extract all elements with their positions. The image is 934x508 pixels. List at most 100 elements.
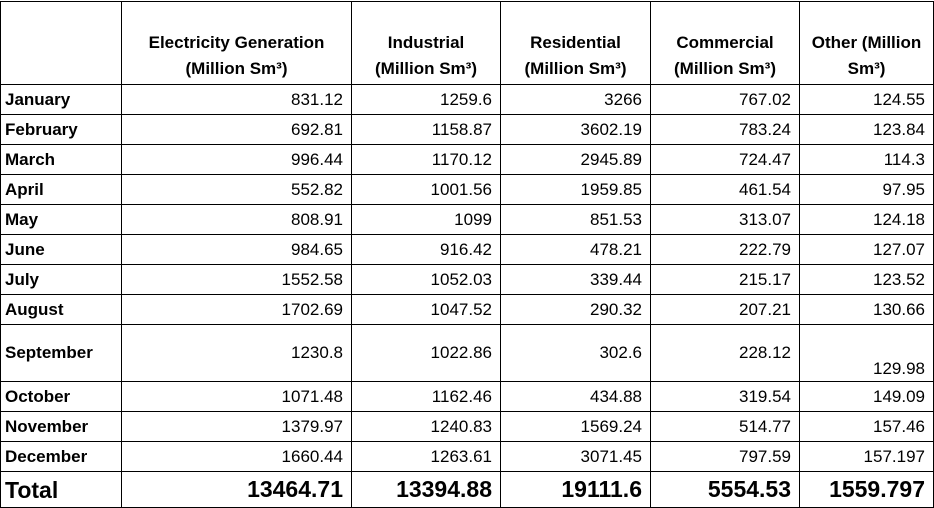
value-cell: 1162.46: [351, 381, 501, 412]
row-label: December: [0, 441, 122, 472]
value-cell: 3266: [500, 84, 651, 115]
value-cell: 724.47: [650, 144, 800, 175]
total-row: Total 13464.71 13394.88 19111.6 5554.53 1559.…: [0, 471, 934, 508]
value-cell: 851.53: [500, 204, 651, 235]
table-row: July 1552.58 1052.03 339.44 215.17 123.52: [0, 264, 934, 295]
column-header: Industrial (Million Sm³): [351, 1, 501, 85]
value-cell: 808.91: [121, 204, 352, 235]
value-cell: 1071.48: [121, 381, 352, 412]
value-cell: 1240.83: [351, 411, 501, 442]
row-label: February: [0, 114, 122, 145]
table-body: January 831.12 1259.6 3266 767.02 124.55 Febru…: [0, 84, 934, 508]
value-cell: 1158.87: [351, 114, 501, 145]
value-cell: 130.66: [799, 294, 934, 325]
table-row: September 1230.8 1022.86 302.6 228.12 129.98: [0, 324, 934, 382]
total-cell: 13394.88: [351, 471, 501, 508]
row-label: October: [0, 381, 122, 412]
value-cell: 339.44: [500, 264, 651, 295]
value-cell: 1702.69: [121, 294, 352, 325]
table-row: August 1702.69 1047.52 290.32 207.21 130.66: [0, 294, 934, 325]
value-cell: 302.6: [500, 324, 651, 382]
column-header: Electricity Generation (Million Sm³): [121, 1, 352, 85]
total-label: Total: [0, 471, 122, 508]
value-cell: 1230.8: [121, 324, 352, 382]
value-cell: 1001.56: [351, 174, 501, 205]
value-cell: 114.3: [799, 144, 934, 175]
row-label: July: [0, 264, 122, 295]
table-row: February 692.81 1158.87 3602.19 783.24 123.84: [0, 114, 934, 145]
table-row: December 1660.44 1263.61 3071.45 797.59 157.1…: [0, 441, 934, 472]
value-cell: 1379.97: [121, 411, 352, 442]
value-cell: 2945.89: [500, 144, 651, 175]
table-row: May 808.91 1099 851.53 313.07 124.18: [0, 204, 934, 235]
value-cell: 1259.6: [351, 84, 501, 115]
value-cell: 123.84: [799, 114, 934, 145]
table-row: March 996.44 1170.12 2945.89 724.47 114.3: [0, 144, 934, 175]
value-cell: 996.44: [121, 144, 352, 175]
value-cell: 3071.45: [500, 441, 651, 472]
row-label: April: [0, 174, 122, 205]
value-cell: 157.197: [799, 441, 934, 472]
row-label: January: [0, 84, 122, 115]
value-cell: 123.52: [799, 264, 934, 295]
value-cell: 797.59: [650, 441, 800, 472]
value-cell: 129.98: [799, 324, 934, 382]
value-cell: 1170.12: [351, 144, 501, 175]
value-cell: 1552.58: [121, 264, 352, 295]
column-header: Other (Million Sm³): [799, 1, 934, 85]
value-cell: 552.82: [121, 174, 352, 205]
table-row: June 984.65 916.42 478.21 222.79 127.07: [0, 234, 934, 265]
column-header: Commercial (Million Sm³): [650, 1, 800, 85]
value-cell: 692.81: [121, 114, 352, 145]
corner-cell: [0, 1, 122, 85]
row-label: May: [0, 204, 122, 235]
value-cell: 290.32: [500, 294, 651, 325]
value-cell: 207.21: [650, 294, 800, 325]
row-label: August: [0, 294, 122, 325]
table-row: April 552.82 1001.56 1959.85 461.54 97.95: [0, 174, 934, 205]
value-cell: 767.02: [650, 84, 800, 115]
value-cell: 783.24: [650, 114, 800, 145]
value-cell: 1263.61: [351, 441, 501, 472]
row-label: November: [0, 411, 122, 442]
value-cell: 1569.24: [500, 411, 651, 442]
value-cell: 434.88: [500, 381, 651, 412]
value-cell: 124.18: [799, 204, 934, 235]
total-cell: 1559.797: [799, 471, 934, 508]
value-cell: 127.07: [799, 234, 934, 265]
total-cell: 5554.53: [650, 471, 800, 508]
total-cell: 13464.71: [121, 471, 352, 508]
table-row: November 1379.97 1240.83 1569.24 514.77 157.4…: [0, 411, 934, 442]
table-row: January 831.12 1259.6 3266 767.02 124.55: [0, 84, 934, 115]
row-label: September: [0, 324, 122, 382]
value-cell: 916.42: [351, 234, 501, 265]
value-cell: 1099: [351, 204, 501, 235]
value-cell: 215.17: [650, 264, 800, 295]
value-cell: 222.79: [650, 234, 800, 265]
value-cell: 1660.44: [121, 441, 352, 472]
table-row: October 1071.48 1162.46 434.88 319.54 149.09: [0, 381, 934, 412]
value-cell: 228.12: [650, 324, 800, 382]
value-cell: 149.09: [799, 381, 934, 412]
value-cell: 319.54: [650, 381, 800, 412]
value-cell: 97.95: [799, 174, 934, 205]
value-cell: 1052.03: [351, 264, 501, 295]
row-label: June: [0, 234, 122, 265]
value-cell: 157.46: [799, 411, 934, 442]
value-cell: 124.55: [799, 84, 934, 115]
value-cell: 3602.19: [500, 114, 651, 145]
row-label: March: [0, 144, 122, 175]
value-cell: 1047.52: [351, 294, 501, 325]
value-cell: 461.54: [650, 174, 800, 205]
header-row: Electricity Generation (Million Sm³) Indu…: [0, 1, 934, 85]
value-cell: 1959.85: [500, 174, 651, 205]
value-cell: 1022.86: [351, 324, 501, 382]
value-cell: 984.65: [121, 234, 352, 265]
column-header: Residential (Million Sm³): [500, 1, 651, 85]
value-cell: 313.07: [650, 204, 800, 235]
total-cell: 19111.6: [500, 471, 651, 508]
value-cell: 478.21: [500, 234, 651, 265]
value-cell: 514.77: [650, 411, 800, 442]
